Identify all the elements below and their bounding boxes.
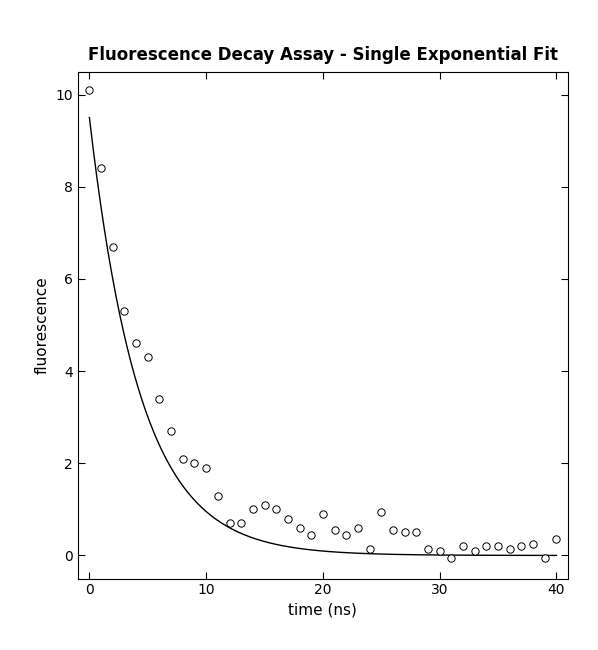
Point [318,509,328,519]
Point [435,545,444,556]
Point [540,552,550,563]
Point [120,306,129,317]
Point [295,523,304,533]
Point [341,530,351,540]
Point [470,545,480,556]
Point [528,539,538,549]
Point [202,463,211,473]
Point [155,393,164,404]
Point [353,523,363,533]
Point [517,541,526,551]
Point [447,552,456,563]
Point [551,534,561,545]
Point [365,543,374,554]
Point [132,338,141,348]
Point [271,504,281,515]
Point [225,518,234,528]
Point [400,527,410,538]
Point [377,506,386,517]
Point [166,426,176,436]
Point [108,241,118,252]
Point [213,490,222,501]
Point [493,541,503,551]
Point [248,504,258,515]
Point [458,541,468,551]
Point [306,530,316,540]
Point [143,352,152,363]
Title: Fluorescence Decay Assay - Single Exponential Fit: Fluorescence Decay Assay - Single Expone… [88,46,558,64]
Point [236,518,246,528]
Point [411,527,421,538]
Point [85,84,94,95]
Point [283,514,292,524]
Point [330,525,340,536]
Point [260,500,269,510]
Point [388,525,398,536]
Point [96,163,106,174]
Point [423,543,433,554]
Y-axis label: fluorescence: fluorescence [35,276,50,374]
X-axis label: time (ns): time (ns) [288,603,358,618]
Point [178,454,188,464]
Point [505,543,514,554]
Point [481,541,491,551]
Point [190,458,199,469]
